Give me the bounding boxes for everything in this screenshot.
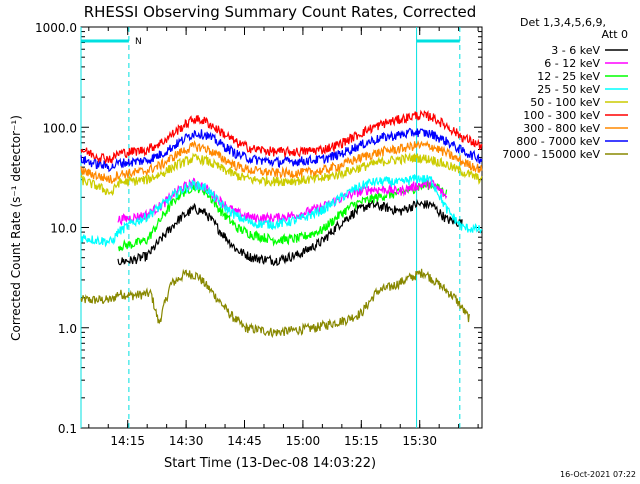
y-tick-label: 0.1 <box>58 422 77 436</box>
x-tick-label: 15:00 <box>286 434 321 448</box>
y-tick-label: 1.0 <box>58 322 77 336</box>
night-marker-label: N <box>135 37 142 47</box>
legend-entry-label: 300 - 800 keV <box>523 122 600 135</box>
legend-header-line2: Att 0 <box>602 28 628 41</box>
series-line <box>80 109 483 165</box>
legend-entry-label: 800 - 7000 keV <box>516 135 600 148</box>
legend-entry-label: 50 - 100 keV <box>530 96 600 109</box>
footer-date: 16-Oct-2021 07:22 <box>560 470 636 479</box>
series-line <box>80 139 483 184</box>
chart-title: RHESSI Observing Summary Count Rates, Co… <box>84 3 477 21</box>
series-line <box>117 198 463 267</box>
legend-entry-label: 12 - 25 keV <box>537 70 600 83</box>
x-tick-label: 15:30 <box>402 434 437 448</box>
legend-header-line1: Det 1,3,4,5,6,9, <box>520 16 606 29</box>
y-tick-label: 100.0 <box>43 121 77 135</box>
series-line <box>80 268 470 339</box>
x-axis-label: Start Time (13-Dec-08 14:03:22) <box>164 456 376 471</box>
y-axis-label: Corrected Count Rate (s⁻¹ detector⁻¹) <box>9 115 23 341</box>
series-line <box>80 152 483 197</box>
legend-entry-label: 25 - 50 keV <box>537 83 600 96</box>
legend-entry-label: 7000 - 15000 keV <box>502 148 600 161</box>
series-line <box>80 127 483 173</box>
x-tick-label: 15:15 <box>344 434 379 448</box>
legend-entry-label: 3 - 6 keV <box>551 44 600 57</box>
x-tick-label: 14:15 <box>110 434 145 448</box>
plot-frame <box>80 26 483 429</box>
y-tick-label: 10.0 <box>50 222 77 236</box>
series-line <box>80 174 483 248</box>
plot-area: 0.1 1.0 10.0 100.0 1000.0 14:15 14:30 14:45 15:0… <box>35 21 628 448</box>
legend-entry-label: 100 - 300 keV <box>523 109 600 122</box>
legend-entry-label: 6 - 12 keV <box>544 57 600 70</box>
series-line <box>117 180 448 252</box>
x-tick-label: 14:30 <box>169 434 204 448</box>
x-tick-label: 14:45 <box>227 434 262 448</box>
y-tick-label: 1000.0 <box>35 21 77 35</box>
